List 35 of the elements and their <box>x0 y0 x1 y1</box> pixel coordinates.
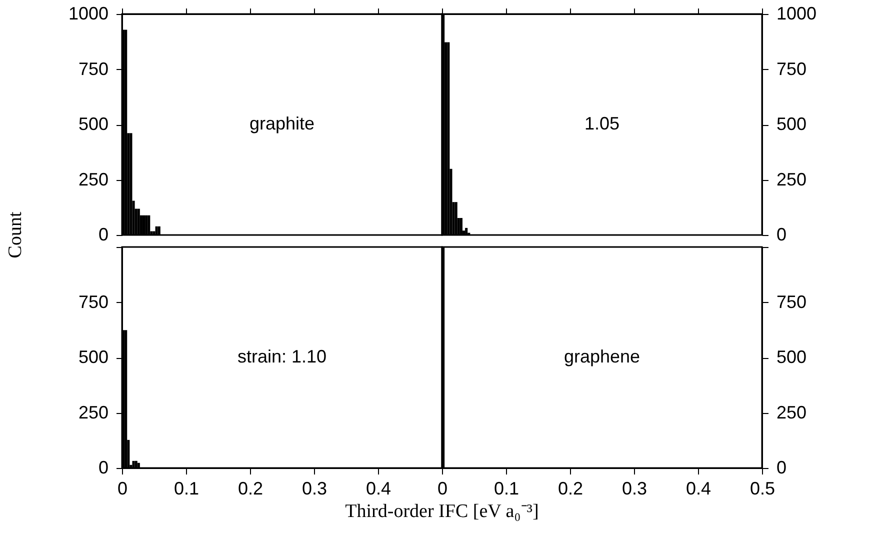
y-tick-label: 500 <box>776 347 807 367</box>
y-tick-label: 750 <box>776 292 807 312</box>
y-tick-label: 500 <box>78 114 108 134</box>
y-tick-label: 750 <box>776 58 807 79</box>
x-tick-label: 0.3 <box>302 478 328 498</box>
y-tick-label: 0 <box>98 224 108 244</box>
y-axis-title: Count <box>5 211 26 258</box>
x-tick-label: 0.5 <box>750 478 776 498</box>
y-tick-label: 1000 <box>68 4 108 24</box>
annotation: graphene <box>564 346 640 366</box>
x-tick-label: 0.2 <box>558 478 584 498</box>
x-tick-label: 0 <box>437 478 448 498</box>
y-tick-label: 1000 <box>776 4 817 24</box>
y-tick-label: 500 <box>776 114 807 134</box>
y-tick-label: 0 <box>776 224 787 244</box>
x-tick-label: 0 <box>117 478 128 498</box>
annotation: 1.05 <box>584 114 620 134</box>
y-tick-label: 250 <box>78 169 108 190</box>
x-tick-label: 0.1 <box>494 478 520 498</box>
x-tick-label: 0.3 <box>622 478 648 498</box>
x-tick-label: 0.4 <box>366 478 392 498</box>
y-tick-label: 250 <box>776 169 807 190</box>
x-axis-title: Third-order IFC [eV a₀⁻³] <box>345 501 539 522</box>
y-tick-label: 0 <box>776 458 787 478</box>
annotation: strain: 1.10 <box>237 346 327 366</box>
y-tick-label: 250 <box>776 402 807 422</box>
x-tick-label: 0.4 <box>686 478 712 498</box>
x-tick-label: 0.2 <box>238 478 264 498</box>
y-tick-label: 0 <box>98 458 108 478</box>
y-tick-label: 750 <box>78 58 108 79</box>
y-tick-label: 500 <box>78 347 108 367</box>
y-tick-label: 750 <box>78 292 108 312</box>
x-tick-label: 0.1 <box>174 478 200 498</box>
annotation: graphite <box>249 114 315 134</box>
y-tick-label: 250 <box>78 402 108 422</box>
